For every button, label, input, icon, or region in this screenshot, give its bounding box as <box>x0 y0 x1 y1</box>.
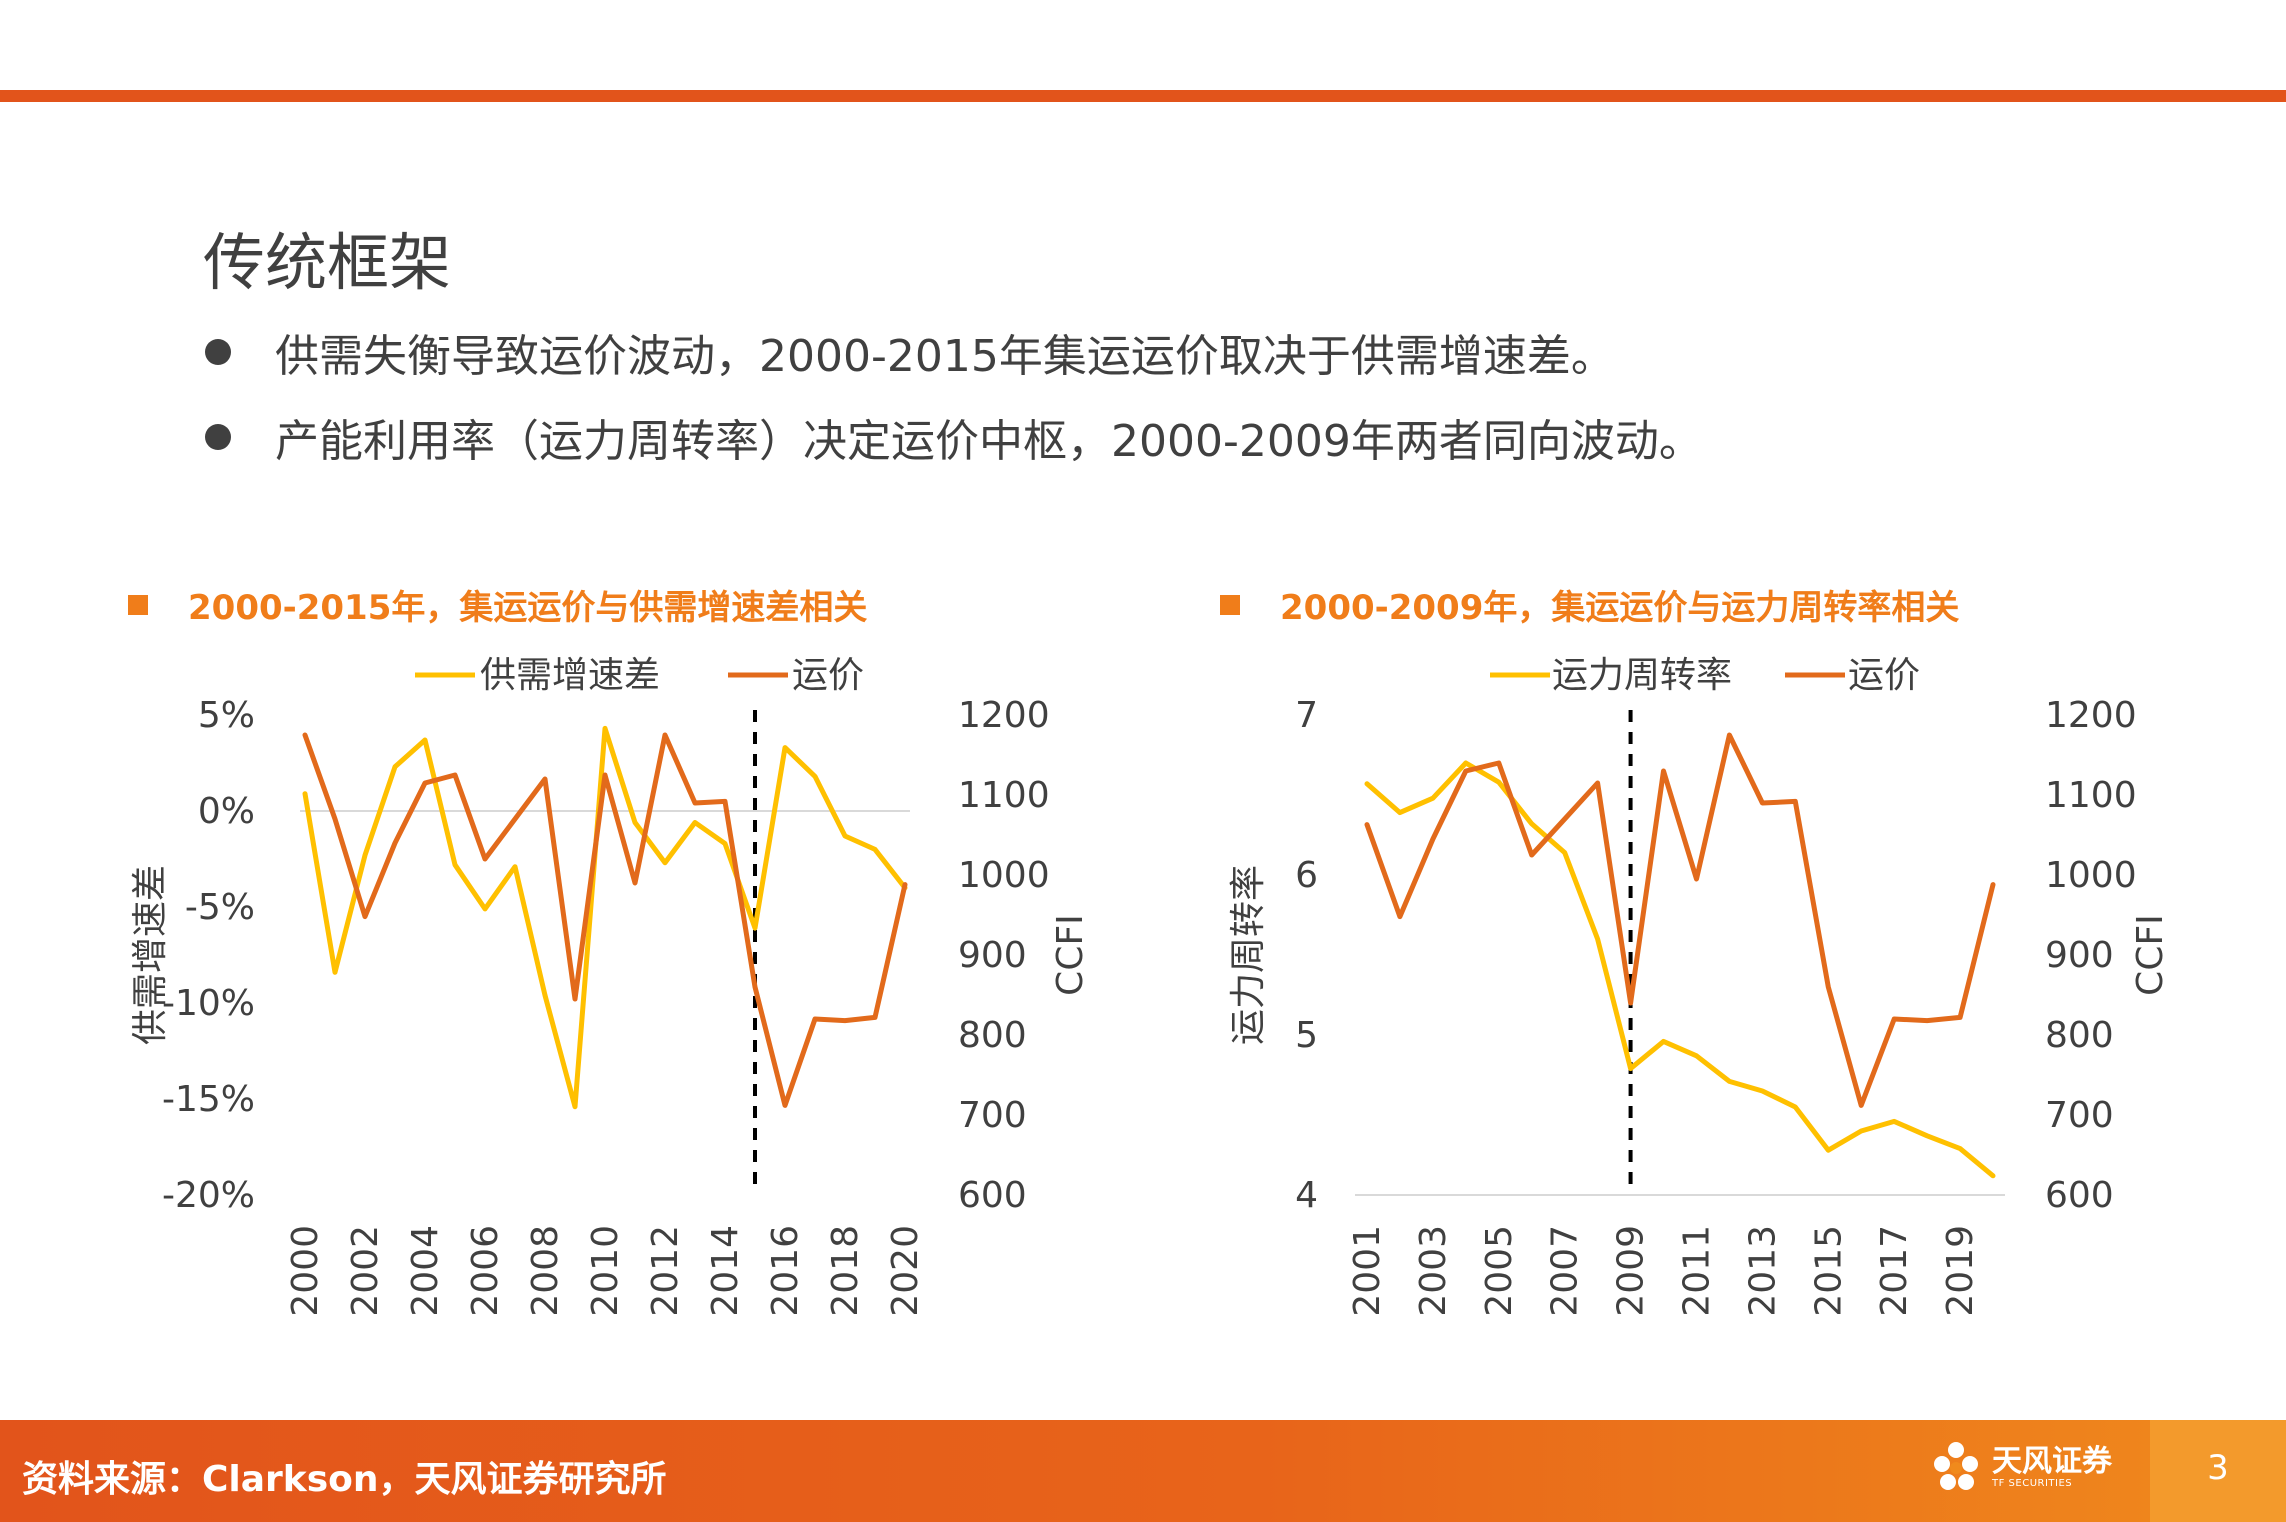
right-y-tick-label: 1100 <box>2045 775 2137 816</box>
logo-subname: TF SECURITIES <box>1992 1478 2073 1489</box>
legend-label-1: 供需增速差 <box>480 655 660 696</box>
right-y-tick-label: 800 <box>2045 1015 2114 1056</box>
logo-name: 天风证券 <box>1992 1444 2112 1479</box>
x-tick-label: 2000 <box>285 1225 326 1317</box>
left-y-tick-label: -5% <box>185 887 255 928</box>
x-tick-label: 2007 <box>1545 1225 1586 1317</box>
left-y-axis-title: 供需增速差 <box>130 865 171 1045</box>
chart-1-heading-text: 2000-2015年，集运运价与供需增速差相关 <box>188 588 868 628</box>
company-logo: 天风证券 TF SECURITIES <box>1930 1438 2112 1498</box>
page-number-box: 3 <box>2150 1420 2286 1522</box>
series-line-2 <box>302 732 908 1108</box>
slide-title: 传统框架 <box>203 226 452 299</box>
chart-2-heading-text: 2000-2009年，集运运价与运力周转率相关 <box>1280 588 1960 628</box>
page-number: 3 <box>2207 1448 2229 1488</box>
right-y-tick-label: 700 <box>2045 1095 2114 1136</box>
right-y-tick-label: 700 <box>958 1095 1027 1136</box>
right-y-tick-label: 900 <box>958 935 1027 976</box>
x-tick-label: 2016 <box>765 1225 806 1317</box>
right-y-tick-label: 1200 <box>2045 695 2137 736</box>
x-tick-label: 2008 <box>525 1225 566 1317</box>
left-y-tick-label: 6 <box>1295 855 1318 896</box>
left-y-tick-label: -15% <box>162 1079 255 1120</box>
legend-label-1: 运力周转率 <box>1552 655 1732 696</box>
left-y-tick-label: 5 <box>1295 1015 1318 1056</box>
x-tick-label: 2001 <box>1347 1225 1388 1317</box>
x-tick-label: 2004 <box>405 1225 446 1317</box>
footer-bar: 资料来源：Clarkson，天风证券研究所 天风证券 TF SECURITIES… <box>0 1420 2286 1522</box>
right-y-tick-label: 600 <box>2045 1175 2114 1216</box>
left-y-tick-label: -20% <box>162 1175 255 1216</box>
x-tick-label: 2013 <box>1742 1225 1783 1317</box>
right-y-tick-label: 600 <box>958 1175 1027 1216</box>
x-tick-label: 2002 <box>345 1225 386 1317</box>
flower-logo-icon <box>1930 1438 1982 1498</box>
right-y-axis-title: CCFI <box>1050 914 1091 996</box>
right-y-tick-label: 1200 <box>958 695 1050 736</box>
bullet-text-2: 产能利用率（运力周转率）决定运价中枢，2000-2009年两者同向波动。 <box>275 416 1703 467</box>
x-tick-label: 2003 <box>1413 1225 1454 1317</box>
left-y-tick-label: 5% <box>198 695 255 736</box>
x-tick-label: 2015 <box>1808 1225 1849 1317</box>
legend-label-2: 运价 <box>1848 655 1920 696</box>
right-y-tick-label: 800 <box>958 1015 1027 1056</box>
x-tick-label: 2006 <box>465 1225 506 1317</box>
bullet-text-1: 供需失衡导致运价波动，2000-2015年集运运价取决于供需增速差。 <box>275 331 1615 382</box>
right-y-tick-label: 1100 <box>958 775 1050 816</box>
x-tick-label: 2019 <box>1940 1225 1981 1317</box>
left-y-tick-label: 4 <box>1295 1175 1318 1216</box>
right-y-tick-label: 1000 <box>2045 855 2137 896</box>
bullet-dot-icon <box>205 424 231 450</box>
x-tick-label: 2014 <box>705 1225 746 1317</box>
left-y-tick-label: 0% <box>198 791 255 832</box>
square-bullet-icon <box>128 594 148 615</box>
left-y-tick-label: 7 <box>1295 695 1318 736</box>
left-y-tick-label: -10% <box>162 983 255 1024</box>
right-y-axis-title: CCFI <box>2130 914 2171 996</box>
series-line-1 <box>1364 760 1996 1179</box>
chart-1-heading: 2000-2015年，集运运价与供需增速差相关 <box>128 580 867 629</box>
x-tick-label: 2011 <box>1676 1225 1717 1317</box>
legend-label-2: 运价 <box>792 655 864 696</box>
bullet-item-1: 供需失衡导致运价波动，2000-2015年集运运价取决于供需增速差。 <box>205 320 1615 384</box>
top-accent-rule <box>0 90 2286 102</box>
right-y-tick-label: 1000 <box>958 855 1050 896</box>
series-line-2 <box>1364 732 1996 1108</box>
x-tick-label: 2009 <box>1611 1225 1652 1317</box>
charts-canvas: 5% 0% -5% -10% -15% -20% 1200 1100 1000 900 800 700… <box>130 655 2171 1317</box>
square-bullet-icon <box>1220 594 1240 615</box>
bullet-dot-icon <box>205 339 231 365</box>
chart-2-heading: 2000-2009年，集运运价与运力周转率相关 <box>1220 580 1959 629</box>
x-tick-label: 2018 <box>825 1225 866 1317</box>
x-tick-label: 2017 <box>1874 1225 1915 1317</box>
bullet-item-2: 产能利用率（运力周转率）决定运价中枢，2000-2009年两者同向波动。 <box>205 405 1703 469</box>
source-note: 资料来源：Clarkson，天风证券研究所 <box>22 1459 667 1500</box>
x-tick-label: 2012 <box>645 1225 686 1317</box>
x-tick-label: 2005 <box>1479 1225 1520 1317</box>
x-tick-label: 2020 <box>885 1225 926 1317</box>
right-y-tick-label: 900 <box>2045 935 2114 976</box>
x-tick-label: 2010 <box>585 1225 626 1317</box>
left-y-axis-title: 运力周转率 <box>1228 865 1269 1045</box>
series-line-1 <box>302 725 908 1110</box>
